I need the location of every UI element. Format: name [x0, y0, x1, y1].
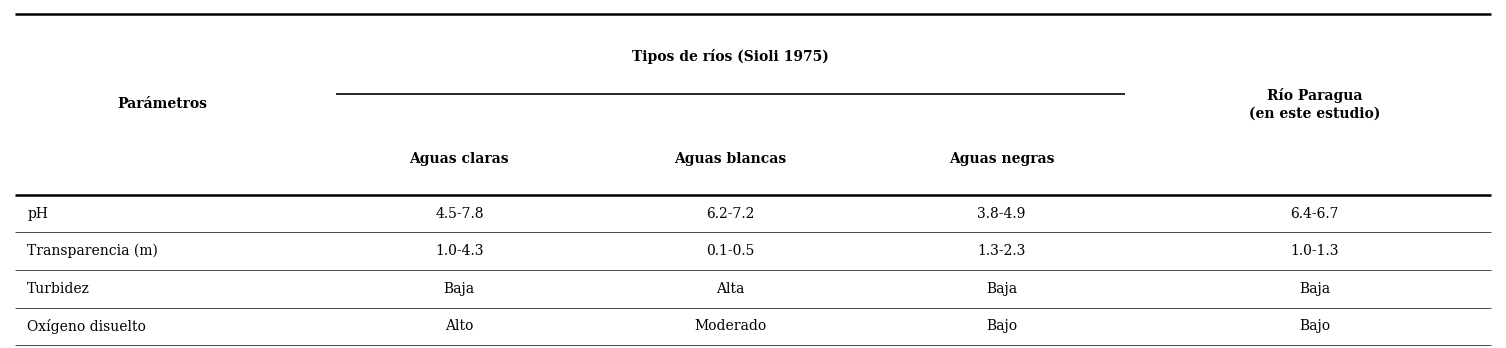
Text: Alta: Alta — [717, 282, 744, 296]
Text: Baja: Baja — [444, 282, 474, 296]
Text: 1.0-1.3: 1.0-1.3 — [1291, 244, 1339, 258]
Text: 6.2-7.2: 6.2-7.2 — [706, 207, 755, 221]
Text: Oxígeno disuelto: Oxígeno disuelto — [27, 319, 146, 334]
Text: Alto: Alto — [446, 319, 473, 333]
Text: Aguas claras: Aguas claras — [410, 152, 509, 166]
Text: Aguas negras: Aguas negras — [949, 152, 1054, 166]
Text: 1.3-2.3: 1.3-2.3 — [977, 244, 1026, 258]
Text: Río Paragua
(en este estudio): Río Paragua (en este estudio) — [1248, 88, 1381, 121]
Text: 1.0-4.3: 1.0-4.3 — [435, 244, 483, 258]
Text: Aguas blancas: Aguas blancas — [675, 152, 786, 166]
Text: Parámetros: Parámetros — [117, 97, 208, 111]
Text: 4.5-7.8: 4.5-7.8 — [435, 207, 483, 221]
Text: pH: pH — [27, 207, 48, 221]
Text: Tipos de ríos (Sioli 1975): Tipos de ríos (Sioli 1975) — [633, 49, 828, 64]
Text: 0.1-0.5: 0.1-0.5 — [706, 244, 755, 258]
Text: Baja: Baja — [1300, 282, 1330, 296]
Text: Transparencia (m): Transparencia (m) — [27, 244, 158, 259]
Text: 3.8-4.9: 3.8-4.9 — [977, 207, 1026, 221]
Text: 6.4-6.7: 6.4-6.7 — [1291, 207, 1339, 221]
Text: Moderado: Moderado — [694, 319, 767, 333]
Text: Bajo: Bajo — [1300, 319, 1330, 333]
Text: Bajo: Bajo — [986, 319, 1017, 333]
Text: Baja: Baja — [986, 282, 1017, 296]
Text: Turbidez: Turbidez — [27, 282, 90, 296]
